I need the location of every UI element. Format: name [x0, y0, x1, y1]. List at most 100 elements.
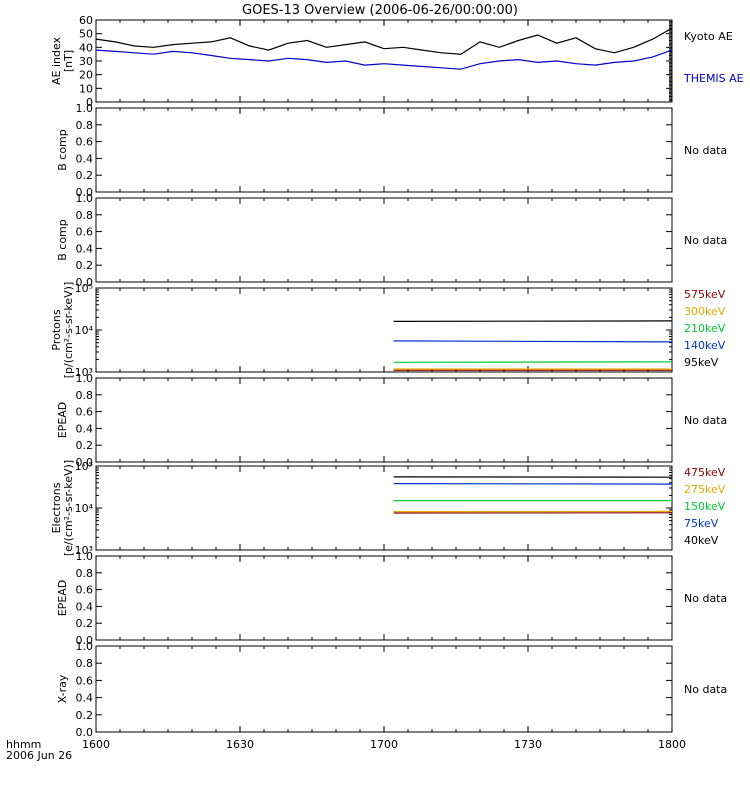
no-data-label: No data — [684, 414, 727, 427]
y-tick-label: 0.6 — [76, 674, 94, 687]
y-axis-unit: [e/(cm²-s-sr-keV)] — [62, 460, 75, 556]
y-tick-label: 20 — [79, 69, 93, 82]
no-data-label: No data — [684, 144, 727, 157]
y-tick-label: 10⁴ — [75, 324, 94, 337]
y-tick-label: 0.0 — [76, 186, 94, 199]
y-axis-title: AE index — [50, 36, 63, 85]
y-tick-label: 1.0 — [76, 372, 94, 385]
y-tick-label: 0.4 — [76, 600, 94, 613]
y-tick-label: 0.0 — [76, 726, 94, 739]
legend-entry: 140keV — [684, 339, 726, 352]
y-axis-title: EPEAD — [56, 580, 69, 617]
legend-entry: 150keV — [684, 500, 726, 513]
y-tick-label: 0.2 — [76, 169, 94, 182]
y-tick-label: 40 — [79, 41, 93, 54]
legend-entry: 275keV — [684, 483, 726, 496]
time-axis-date: 2006 Jun 26 — [6, 749, 72, 762]
panel-7: 0.0 0.2 0.4 0.6 0.8 1.0 EPEAD No data — [56, 550, 727, 647]
y-tick-label: 50 — [79, 28, 93, 41]
x-tick-label: 1730 — [514, 738, 542, 751]
y-tick-label: 0.4 — [76, 152, 94, 165]
y-axis-unit: [nT] — [62, 50, 75, 72]
no-data-label: No data — [684, 683, 727, 696]
series-line-4 — [393, 483, 673, 485]
panel-frame — [95, 287, 673, 373]
panel-frame — [95, 645, 673, 733]
legend-entry: THEMIS AE — [683, 72, 744, 85]
time-axis-label: hhmm — [6, 738, 41, 751]
y-tick-label: 0.4 — [76, 692, 94, 705]
panel-3: 0.0 0.2 0.4 0.6 0.8 1.0 B comp No data — [56, 192, 727, 289]
y-tick-label: 10⁴ — [75, 502, 94, 515]
y-tick-label: 0 — [86, 96, 93, 109]
x-tick-label: 1600 — [82, 738, 110, 751]
x-tick-label: 1700 — [370, 738, 398, 751]
y-tick-label: 30 — [79, 55, 93, 68]
y-tick-label: 0.2 — [76, 259, 94, 272]
y-tick-label: 0.2 — [76, 709, 94, 722]
figure-title: GOES-13 Overview (2006-06-26/00:00:00) — [242, 3, 518, 18]
y-tick-label: 10⁵ — [75, 460, 93, 473]
y-tick-label: 60 — [79, 14, 93, 27]
x-tick-label: 1800 — [658, 738, 686, 751]
series-line-5 — [393, 320, 673, 322]
legend-entry: 40keV — [684, 534, 719, 547]
y-tick-label: 0.2 — [76, 439, 94, 452]
y-tick-label: 0.8 — [76, 657, 94, 670]
y-tick-label: 0.8 — [76, 389, 94, 402]
y-tick-label: 0.4 — [76, 422, 94, 435]
panel-frame — [95, 19, 673, 103]
panel-frame — [95, 197, 673, 283]
y-axis-title: EPEAD — [56, 402, 69, 439]
panel-4: 10³ 10⁴ 10⁵ Protons [p/(cm²-s-sr-keV)] 575keV… — [50, 282, 726, 379]
panel-2: 0.0 0.2 0.4 0.6 0.8 1.0 B comp No data — [56, 102, 727, 199]
y-tick-label: 1.0 — [76, 192, 94, 205]
no-data-label: No data — [684, 234, 727, 247]
y-tick-label: 0.0 — [76, 276, 94, 289]
no-data-label: No data — [684, 592, 727, 605]
y-tick-label: 0.6 — [76, 226, 94, 239]
y-tick-label: 10⁵ — [75, 282, 93, 295]
panel-5: 0.0 0.2 0.4 0.6 0.8 1.0 EPEAD No data — [56, 372, 727, 469]
y-tick-label: 10³ — [75, 366, 93, 379]
y-tick-label: 0.8 — [76, 119, 94, 132]
panel-8: 0.0 0.2 0.4 0.6 0.8 1.0 X-ray No data — [56, 640, 727, 739]
panel-frame — [95, 377, 673, 463]
y-axis-title: B comp — [56, 129, 69, 171]
y-tick-label: 0.6 — [76, 136, 94, 149]
panel-6: 10³ 10⁴ 10⁵ Electrons [e/(cm²-s-sr-keV)] 475k… — [50, 460, 726, 557]
legend-entry: 300keV — [684, 305, 726, 318]
y-tick-label: 0.4 — [76, 242, 94, 255]
legend-entry: 95keV — [684, 356, 719, 369]
y-tick-label: 10 — [79, 82, 93, 95]
panel-frame — [95, 555, 673, 641]
legend-entry: 75keV — [684, 517, 719, 530]
series-line-4 — [393, 340, 673, 343]
panel-frame — [95, 107, 673, 193]
y-tick-label: 0.0 — [76, 634, 94, 647]
y-tick-label: 1.0 — [76, 640, 94, 653]
y-axis-title: Electrons — [50, 482, 63, 533]
series-line-1 — [95, 27, 673, 55]
y-tick-label: 0.0 — [76, 456, 94, 469]
legend-entry: Kyoto AE — [684, 30, 733, 43]
x-tick-label: 1630 — [226, 738, 254, 751]
y-axis-unit: [p/(cm²-s-sr-keV)] — [62, 282, 75, 379]
series-line-3 — [393, 361, 673, 363]
legend-entry: 575keV — [684, 288, 726, 301]
y-tick-label: 0.2 — [76, 617, 94, 630]
y-axis-title: B comp — [56, 219, 69, 261]
y-tick-label: 0.6 — [76, 584, 94, 597]
panel-frame — [95, 465, 673, 551]
y-tick-label: 0.8 — [76, 209, 94, 222]
series-line-2 — [95, 49, 673, 70]
y-tick-label: 0.6 — [76, 406, 94, 419]
y-tick-label: 10³ — [75, 544, 93, 557]
y-tick-label: 0.8 — [76, 567, 94, 580]
y-axis-title: X-ray — [56, 674, 69, 703]
y-axis-title: Protons — [50, 309, 63, 350]
